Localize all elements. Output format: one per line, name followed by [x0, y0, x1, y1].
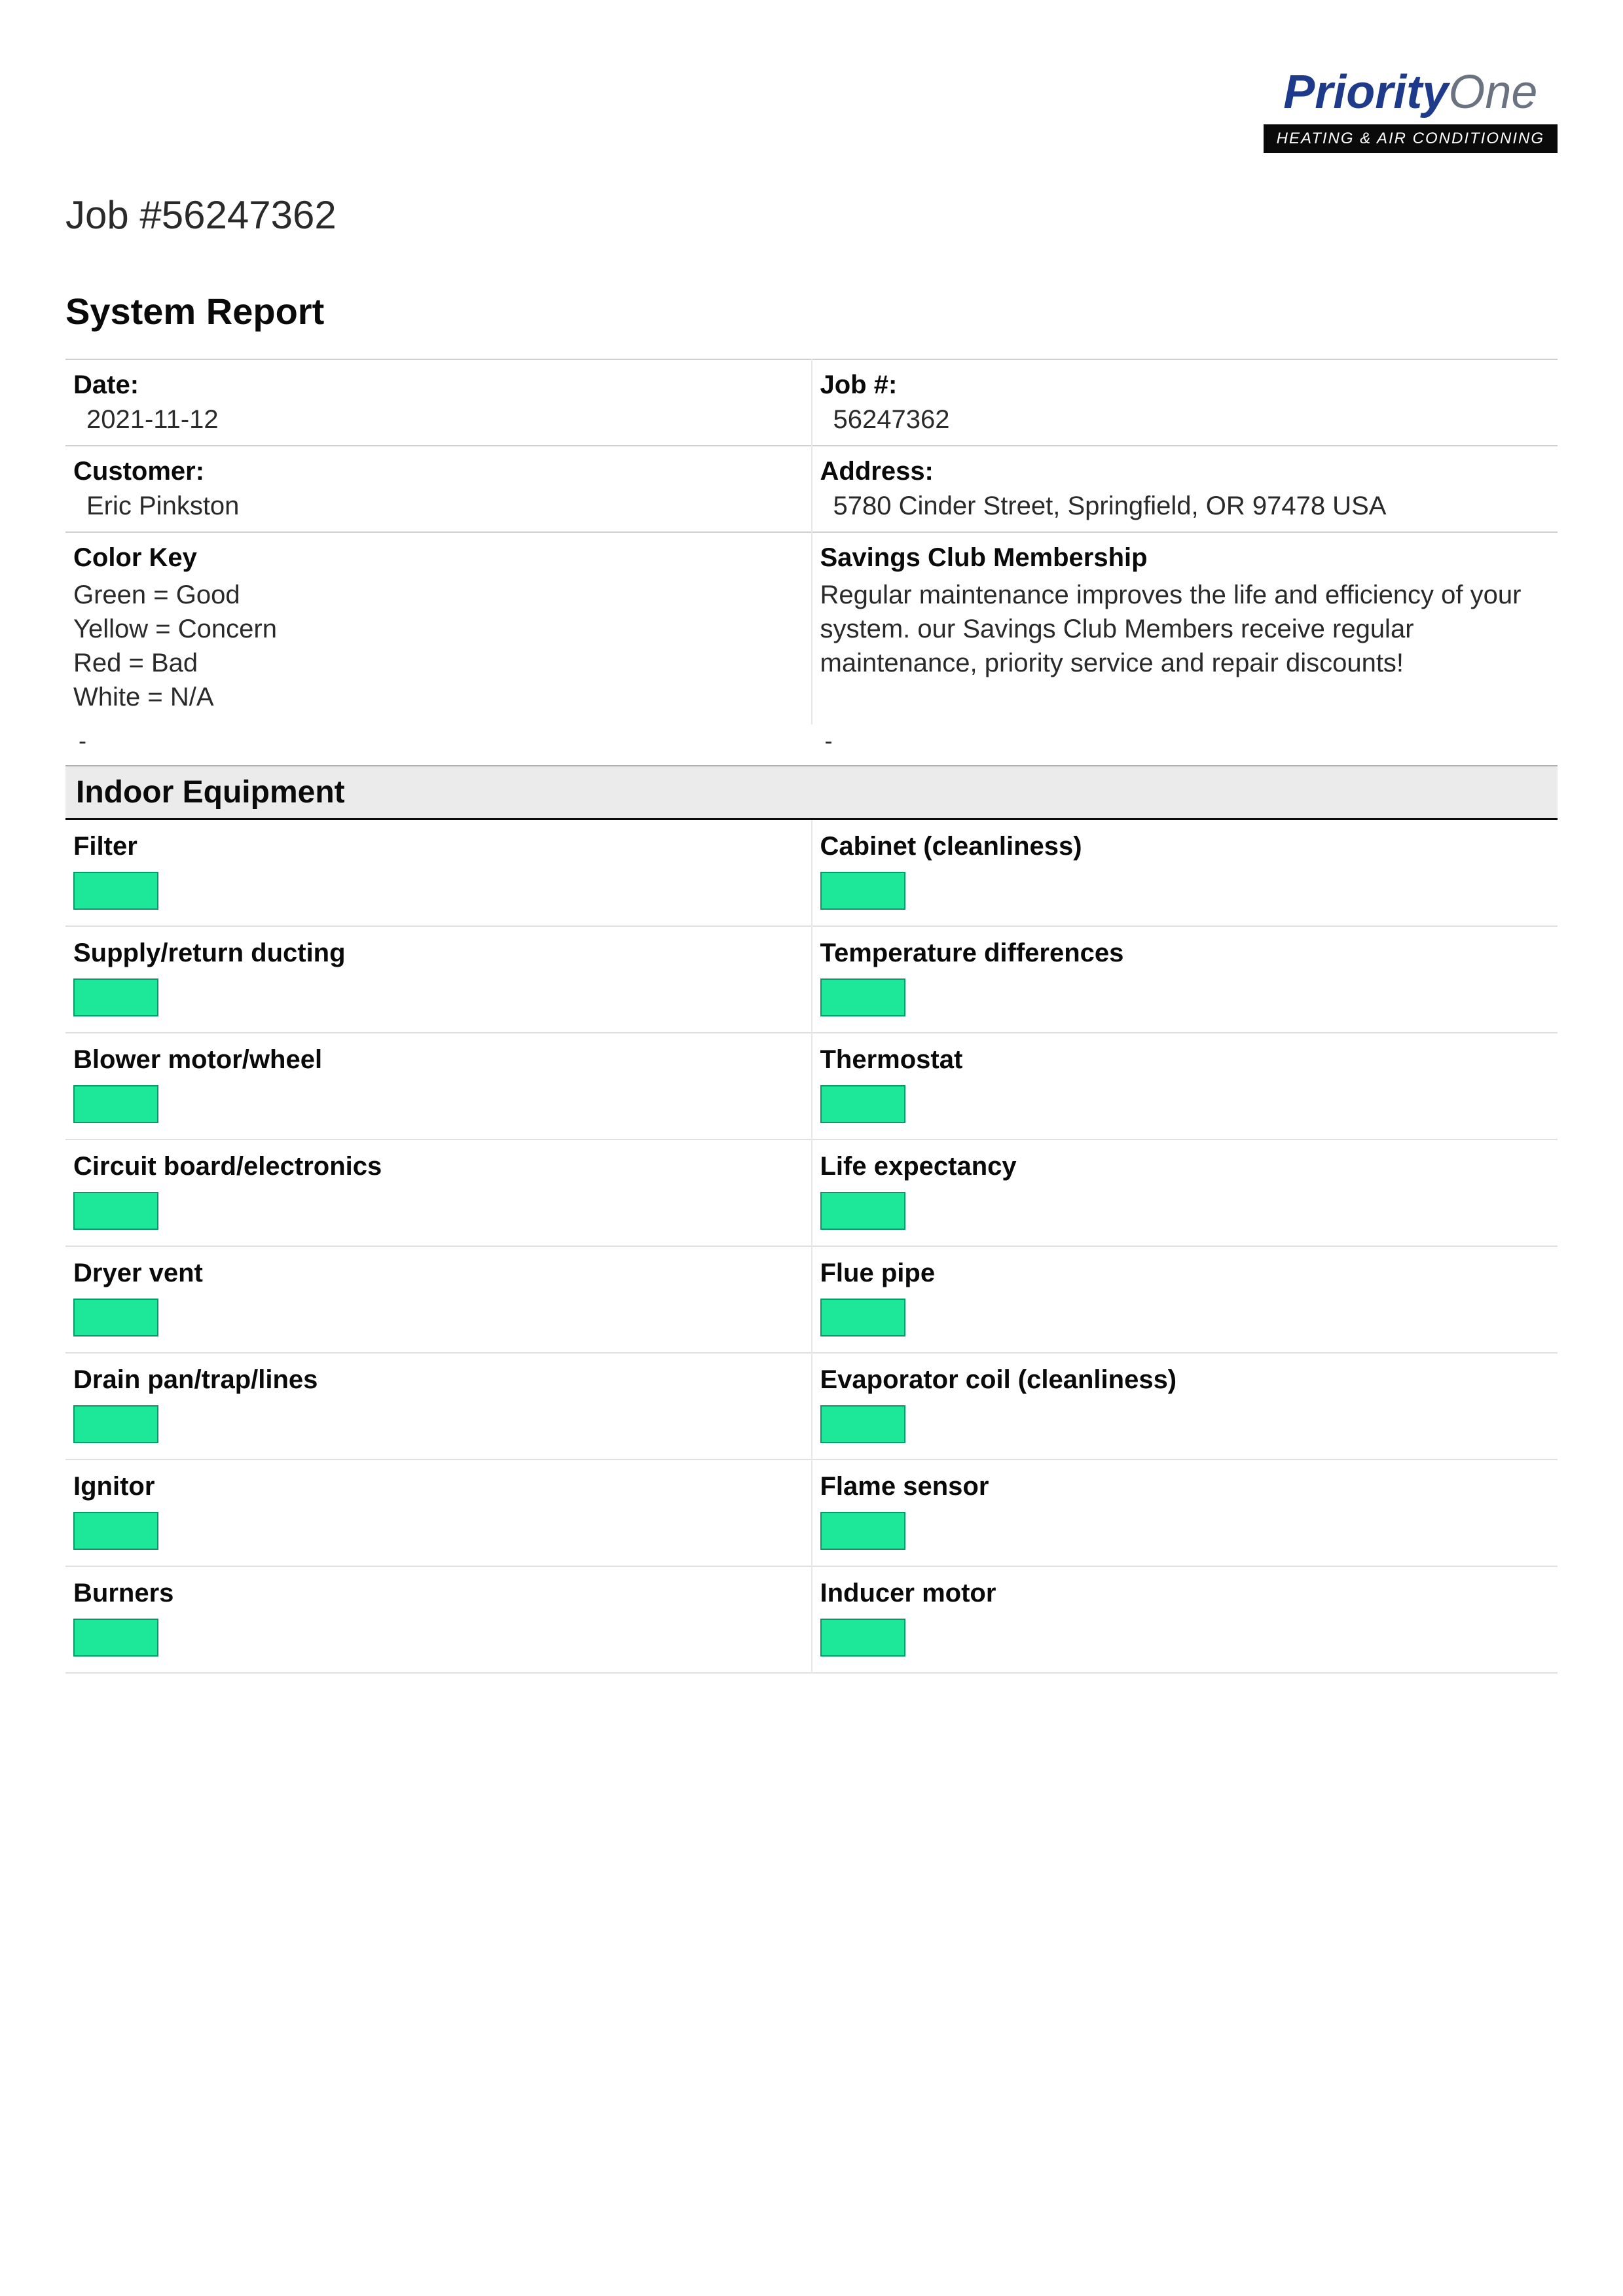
equip-cell-life: Life expectancy [812, 1139, 1558, 1246]
life-label: Life expectancy [820, 1152, 1550, 1181]
info-row-dash: - - [65, 725, 1558, 765]
info-cell-customer: Customer: Eric Pinkston [65, 446, 812, 532]
equip-cell-thermostat: Thermostat [812, 1033, 1558, 1139]
info-cell-address: Address: 5780 Cinder Street, Springfield… [812, 446, 1558, 532]
address-label: Address: [820, 457, 1550, 486]
cabinet-label: Cabinet (cleanliness) [820, 832, 1550, 861]
equip-cell-burners: Burners [65, 1566, 812, 1673]
job-value: 56247362 [820, 405, 1550, 435]
life-status [820, 1192, 905, 1230]
equip-cell-cabinet: Cabinet (cleanliness) [812, 820, 1558, 926]
dryer-status [73, 1299, 158, 1336]
flame-status [820, 1512, 905, 1550]
filter-status [73, 872, 158, 910]
ignitor-label: Ignitor [73, 1472, 803, 1501]
inducer-label: Inducer motor [820, 1579, 1550, 1608]
colorkey-line4: White = N/A [73, 680, 803, 714]
colorkey-line2: Yellow = Concern [73, 612, 803, 646]
equip-cell-flame: Flame sensor [812, 1460, 1558, 1566]
info-row-colorkey-savings: Color Key Green = Good Yellow = Concern … [65, 532, 1558, 725]
equip-cell-drain: Drain pan/trap/lines [65, 1353, 812, 1460]
info-cell-colorkey: Color Key Green = Good Yellow = Concern … [65, 532, 812, 725]
dash-right: - [812, 725, 1558, 765]
burners-status [73, 1619, 158, 1657]
equip-cell-inducer: Inducer motor [812, 1566, 1558, 1673]
equip-row-3: Blower motor/wheel Thermostat [65, 1033, 1558, 1139]
savings-text: Regular maintenance improves the life an… [820, 578, 1550, 680]
info-cell-job: Job #: 56247362 [812, 359, 1558, 446]
info-table: Date: 2021-11-12 Job #: 56247362 Custome… [65, 359, 1558, 765]
logo-main: PriorityOne [1264, 65, 1558, 119]
colorkey-line1: Green = Good [73, 578, 803, 612]
ignitor-status [73, 1512, 158, 1550]
logo-subtitle: HEATING & AIR CONDITIONING [1264, 124, 1558, 153]
logo-one-text: One [1448, 66, 1537, 118]
cabinet-status [820, 872, 905, 910]
equip-cell-ignitor: Ignitor [65, 1460, 812, 1566]
burners-label: Burners [73, 1579, 803, 1608]
customer-value: Eric Pinkston [73, 492, 803, 521]
thermostat-status [820, 1085, 905, 1123]
date-value: 2021-11-12 [73, 405, 803, 435]
equip-row-4: Circuit board/electronics Life expectanc… [65, 1139, 1558, 1246]
colorkey-label: Color Key [73, 543, 803, 573]
thermostat-label: Thermostat [820, 1045, 1550, 1075]
info-cell-date: Date: 2021-11-12 [65, 359, 812, 446]
job-number-title: Job #56247362 [65, 192, 1558, 238]
temp-label: Temperature differences [820, 939, 1550, 968]
equip-cell-temp: Temperature differences [812, 926, 1558, 1033]
report-title: System Report [65, 290, 1558, 332]
blower-label: Blower motor/wheel [73, 1045, 803, 1075]
flue-label: Flue pipe [820, 1259, 1550, 1288]
filter-label: Filter [73, 832, 803, 861]
equip-row-6: Drain pan/trap/lines Evaporator coil (cl… [65, 1353, 1558, 1460]
flue-status [820, 1299, 905, 1336]
evap-status [820, 1405, 905, 1443]
inducer-status [820, 1619, 905, 1657]
drain-status [73, 1405, 158, 1443]
equip-row-2: Supply/return ducting Temperature differ… [65, 926, 1558, 1033]
address-value: 5780 Cinder Street, Springfield, OR 9747… [820, 492, 1550, 521]
savings-label: Savings Club Membership [820, 543, 1550, 573]
flame-label: Flame sensor [820, 1472, 1550, 1501]
temp-status [820, 978, 905, 1016]
equip-cell-evap: Evaporator coil (cleanliness) [812, 1353, 1558, 1460]
colorkey-line3: Red = Bad [73, 646, 803, 680]
equip-cell-filter: Filter [65, 820, 812, 926]
circuit-status [73, 1192, 158, 1230]
equip-cell-flue: Flue pipe [812, 1246, 1558, 1353]
circuit-label: Circuit board/electronics [73, 1152, 803, 1181]
equipment-table: Filter Cabinet (cleanliness) Supply/retu… [65, 820, 1558, 1674]
equip-row-5: Dryer vent Flue pipe [65, 1246, 1558, 1353]
dash-left: - [65, 725, 812, 765]
info-row-date-job: Date: 2021-11-12 Job #: 56247362 [65, 359, 1558, 446]
equip-cell-circuit: Circuit board/electronics [65, 1139, 812, 1246]
equip-row-1: Filter Cabinet (cleanliness) [65, 820, 1558, 926]
equip-row-7: Ignitor Flame sensor [65, 1460, 1558, 1566]
date-label: Date: [73, 370, 803, 400]
supply-status [73, 978, 158, 1016]
info-row-customer-address: Customer: Eric Pinkston Address: 5780 Ci… [65, 446, 1558, 532]
job-label: Job #: [820, 370, 1550, 400]
equip-cell-blower: Blower motor/wheel [65, 1033, 812, 1139]
info-cell-savings: Savings Club Membership Regular maintena… [812, 532, 1558, 725]
logo-priority-text: Priority [1283, 66, 1448, 118]
evap-label: Evaporator coil (cleanliness) [820, 1365, 1550, 1395]
dryer-label: Dryer vent [73, 1259, 803, 1288]
logo-container: PriorityOne HEATING & AIR CONDITIONING [65, 65, 1558, 153]
blower-status [73, 1085, 158, 1123]
company-logo: PriorityOne HEATING & AIR CONDITIONING [1264, 65, 1558, 153]
equip-cell-supply: Supply/return ducting [65, 926, 812, 1033]
equip-cell-dryer: Dryer vent [65, 1246, 812, 1353]
supply-label: Supply/return ducting [73, 939, 803, 968]
customer-label: Customer: [73, 457, 803, 486]
equip-row-8: Burners Inducer motor [65, 1566, 1558, 1673]
drain-label: Drain pan/trap/lines [73, 1365, 803, 1395]
section-header-indoor: Indoor Equipment [65, 765, 1558, 820]
